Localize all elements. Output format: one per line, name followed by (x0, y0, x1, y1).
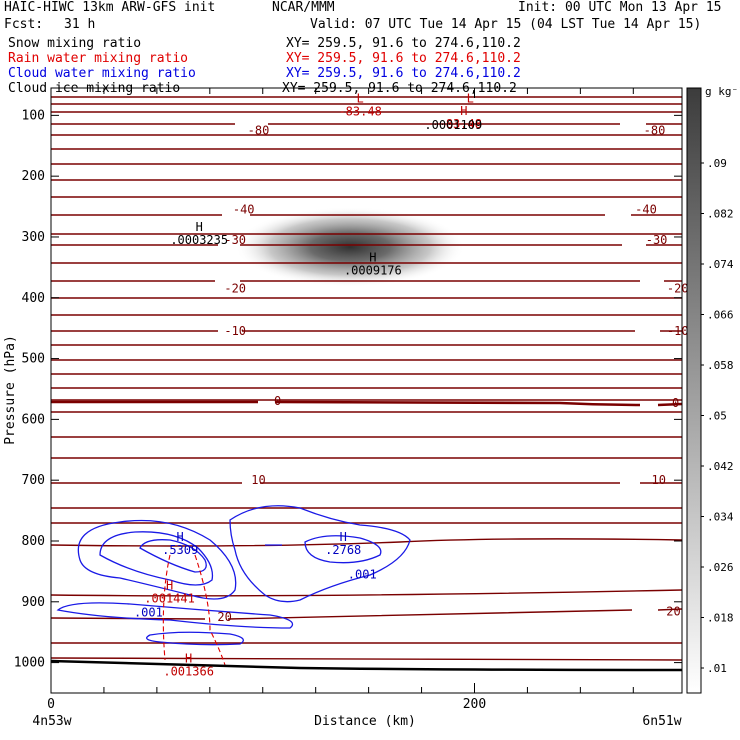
extremum-symbol: H (177, 530, 184, 544)
colorbar-levels: .01 .018 .026 .034 .042 .05 .058 .066 .074 .082 .0… (701, 157, 734, 675)
legend-cloudwater-name: Cloud water mixing ratio (8, 66, 196, 81)
colorbar-unit: g kg⁻¹ (705, 85, 740, 98)
temperature-label: -80 (248, 124, 270, 138)
temperature-label: -10 (224, 324, 246, 338)
forecast-label: Fcst: (4, 17, 44, 32)
extremum-value: .0001109 (424, 118, 482, 132)
org-label: NCAR/MMM (272, 0, 335, 15)
y-tick-label: 600 (22, 412, 45, 427)
colorbar-level-label: .026 (707, 561, 734, 574)
extremum-symbol: H (340, 530, 347, 544)
y-axis-label: Pressure (hPa) (3, 335, 18, 445)
extremum-value: .0003235 (170, 233, 228, 247)
temperature-label: -40 (635, 203, 657, 217)
x-endpoint-right: 6n51w (642, 714, 681, 729)
extremum-value: -83.48 (338, 105, 381, 119)
model-title: HAIC-HIWC 13km ARW-GFS init (4, 0, 216, 15)
extremum-symbol: H (369, 250, 376, 264)
y-tick-label: 900 (22, 595, 45, 610)
y-tick-label: 800 (22, 534, 45, 549)
extremum-value: .2768 (325, 543, 361, 557)
terrain-line (51, 659, 682, 672)
colorbar (686, 87, 702, 694)
colorbar-level-label: .066 (707, 309, 734, 322)
snow-shading (235, 207, 465, 287)
y-tick-label: 200 (22, 169, 45, 184)
plot-frame (50, 87, 683, 694)
extremum-symbol: H (196, 220, 203, 234)
init-time: Init: 00 UTC Mon 13 Apr 15 (518, 0, 722, 15)
rain-water-contours (162, 554, 226, 666)
x-endpoint-left: 4n53w (32, 714, 71, 729)
extrema-labels: L-83.48LH83.48.0001109H.0003235H.0009176… (134, 92, 482, 679)
temperature-label: -20 (667, 282, 689, 296)
extremum-symbol: L (357, 92, 364, 106)
colorbar-level-label: .018 (707, 612, 734, 625)
x-axis: 0 200 (47, 88, 634, 712)
x-axis-label: Distance (km) (314, 714, 416, 729)
colorbar-level-label: .058 (707, 359, 734, 372)
forecast-hour: 31 h (64, 17, 96, 32)
zero-isotherm (51, 400, 682, 407)
extremum-symbol: L (467, 92, 474, 106)
y-tick-label: 100 (22, 108, 45, 123)
temperature-contours (51, 96, 682, 661)
colorbar-level-label: .074 (707, 258, 734, 271)
legend-cloudwater-xy: XY= 259.5, 91.6 to 274.6,110.2 (286, 66, 521, 81)
extremum-value: .001 (134, 606, 163, 620)
y-tick-label: 500 (22, 352, 45, 367)
cloud-water-contours (56, 505, 411, 646)
temperature-label: 10 (251, 473, 265, 487)
legend-rain-xy: XY= 259.5, 91.6 to 274.6,110.2 (286, 51, 521, 66)
extremum-value: .001 (348, 567, 377, 581)
extremum-value: .5309 (162, 543, 198, 557)
extremum-symbol: H (185, 652, 192, 666)
valid-time: Valid: 07 UTC Tue 14 Apr 15 (04 LST Tue … (310, 17, 702, 32)
temperature-label: -80 (644, 124, 666, 138)
temperature-label: -40 (233, 203, 255, 217)
colorbar-level-label: .034 (707, 511, 734, 524)
legend-rain-name: Rain water mixing ratio (8, 51, 189, 66)
y-tick-label: 700 (22, 473, 45, 488)
y-tick-label: 400 (22, 291, 45, 306)
temperature-contour-labels: -80 -80 -40 -40 -30 -30 -20 -20 -10 -10 0 0 10 10 20 20 (217, 124, 688, 624)
extremum-symbol: H (460, 104, 467, 118)
colorbar-level-label: .082 (707, 208, 734, 221)
temperature-label: 0 (672, 396, 679, 410)
colorbar-level-label: .042 (707, 460, 734, 473)
y-tick-label: 1000 (14, 656, 45, 671)
temperature-label: 0 (274, 394, 281, 408)
y-tick-label: 300 (22, 230, 45, 245)
temperature-label: 20 (217, 610, 231, 624)
x-tick-label: 0 (47, 697, 55, 712)
extremum-symbol: H (166, 579, 173, 593)
temperature-label: 10 (651, 473, 665, 487)
legend-snow-name: Snow mixing ratio (8, 36, 142, 51)
colorbar-level-label: .09 (707, 157, 727, 170)
temperature-label: -30 (224, 233, 246, 247)
extremum-value: .001366 (163, 665, 214, 679)
extremum-value: 83.48 (446, 117, 482, 131)
temperature-label: 20 (666, 605, 680, 619)
colorbar-level-label: .01 (707, 662, 727, 675)
colorbar-level-label: .05 (707, 410, 727, 423)
x-tick-label: 200 (463, 697, 486, 712)
legend-snow-xy: XY= 259.5, 91.6 to 274.6,110.2 (286, 36, 521, 51)
extremum-value: .0009176 (344, 263, 402, 277)
extremum-value: .001441 (144, 592, 195, 606)
temperature-label: -10 (667, 324, 689, 338)
temperature-label: -20 (224, 282, 246, 296)
temperature-label: -30 (646, 233, 668, 247)
